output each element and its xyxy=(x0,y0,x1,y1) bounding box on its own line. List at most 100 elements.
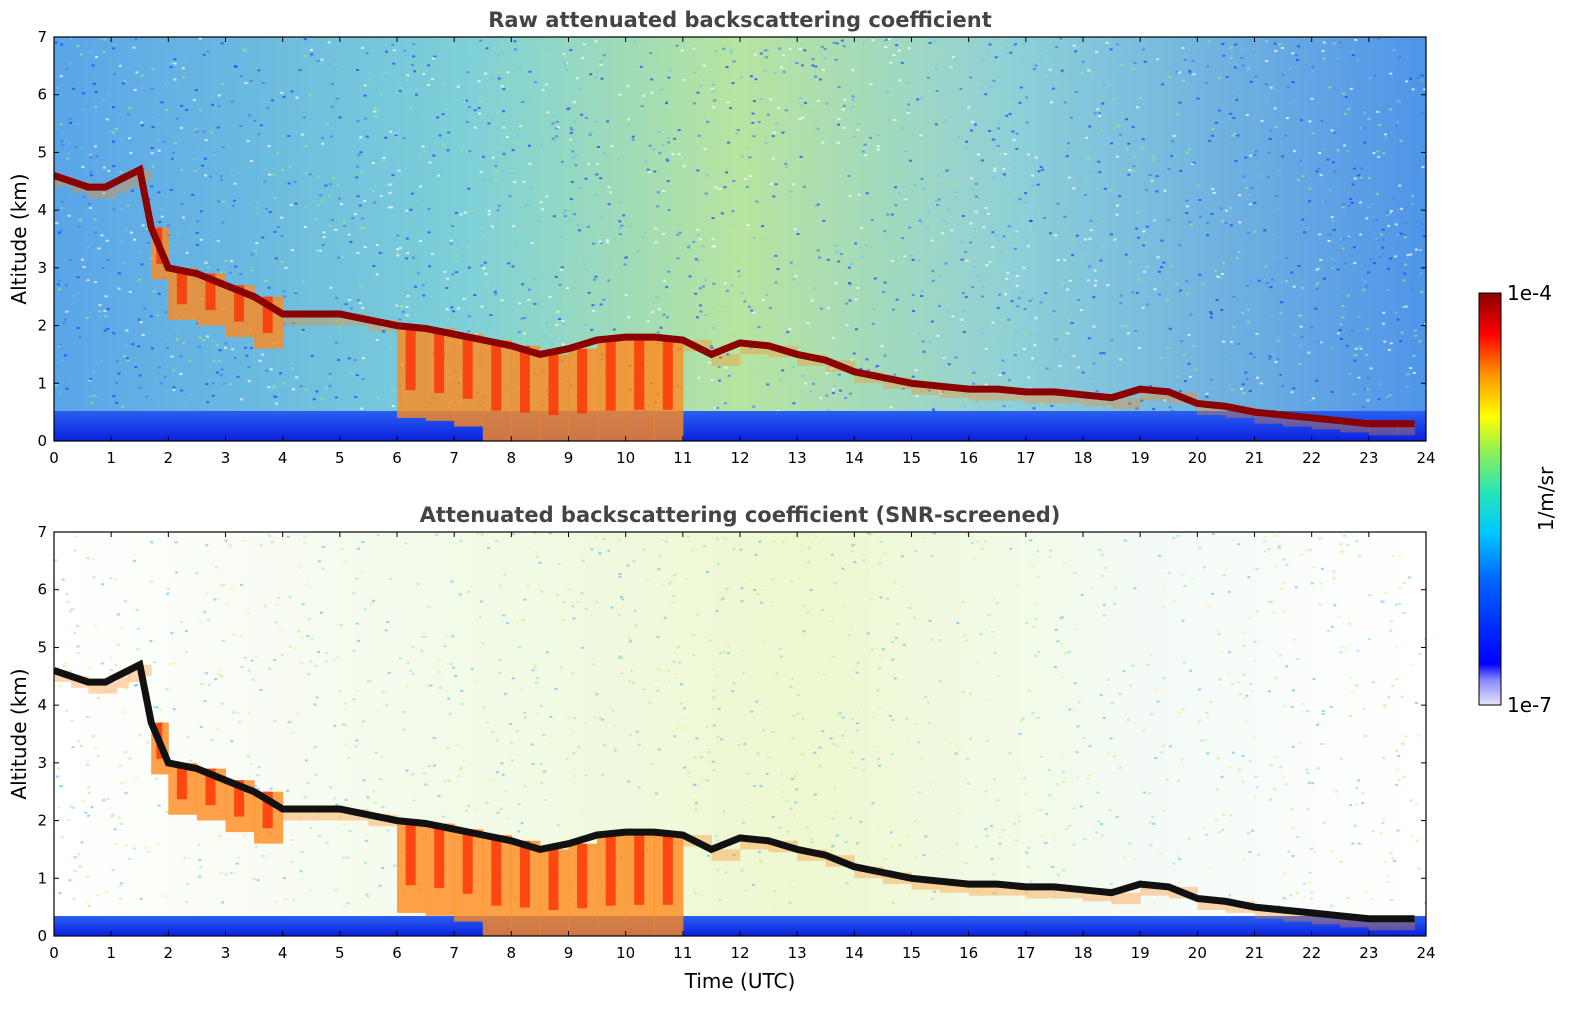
noise-pixel xyxy=(712,724,716,727)
noise-pixel xyxy=(1351,183,1355,186)
noise-pixel xyxy=(1420,74,1424,77)
noise-pixel xyxy=(1131,67,1135,70)
noise-pixel xyxy=(1237,343,1241,345)
noise-pixel xyxy=(1070,322,1074,324)
noise-pixel xyxy=(1231,388,1235,391)
noise-pixel xyxy=(1386,214,1390,217)
noise-pixel xyxy=(204,174,207,177)
noise-pixel xyxy=(89,156,93,159)
noise-pixel xyxy=(668,69,672,72)
noise-pixel xyxy=(72,87,76,90)
noise-pixel xyxy=(609,191,613,194)
noise-pixel xyxy=(746,224,750,226)
noise-pixel xyxy=(450,225,454,228)
noise-pixel xyxy=(204,139,208,142)
noise-pixel xyxy=(395,91,399,94)
noise-pixel xyxy=(207,266,211,269)
noise-pixel xyxy=(829,849,833,852)
noise-pixel xyxy=(1176,534,1180,537)
noise-pixel xyxy=(903,255,907,258)
noise-pixel xyxy=(1160,266,1164,269)
noise-pixel xyxy=(970,129,973,132)
noise-pixel xyxy=(1367,638,1371,641)
noise-pixel xyxy=(980,159,984,162)
noise-pixel xyxy=(387,206,391,209)
noise-pixel xyxy=(599,242,603,245)
noise-pixel xyxy=(157,292,161,295)
noise-pixel xyxy=(224,539,228,542)
noise-pixel xyxy=(748,205,752,208)
noise-pixel xyxy=(450,306,454,309)
noise-pixel xyxy=(898,844,902,847)
noise-pixel xyxy=(1420,291,1424,294)
noise-pixel xyxy=(922,200,926,203)
noise-pixel xyxy=(1331,161,1335,164)
noise-pixel xyxy=(1187,148,1191,151)
noise-pixel xyxy=(132,46,136,49)
noise-pixel xyxy=(1126,154,1130,157)
noise-pixel xyxy=(1167,168,1171,170)
noise-pixel xyxy=(1241,755,1245,758)
noise-pixel xyxy=(662,190,666,192)
noise-pixel xyxy=(618,226,622,229)
noise-pixel xyxy=(1242,392,1246,394)
noise-pixel xyxy=(757,121,761,124)
noise-pixel xyxy=(523,712,526,714)
noise-pixel xyxy=(790,880,794,883)
noise-pixel xyxy=(757,326,761,329)
noise-pixel xyxy=(203,157,207,160)
noise-pixel xyxy=(628,228,631,231)
noise-pixel xyxy=(1357,316,1361,319)
noise-pixel xyxy=(1117,45,1121,48)
noise-pixel xyxy=(225,602,229,605)
noise-pixel xyxy=(958,84,962,87)
noise-pixel xyxy=(678,661,681,664)
noise-pixel xyxy=(1250,186,1254,189)
noise-pixel xyxy=(974,182,978,185)
noise-pixel xyxy=(1099,693,1103,696)
noise-pixel xyxy=(1241,48,1245,51)
noise-pixel xyxy=(954,356,958,359)
noise-pixel xyxy=(128,137,131,140)
noise-pixel xyxy=(763,640,766,642)
noise-pixel xyxy=(599,303,603,306)
noise-pixel xyxy=(893,677,897,680)
noise-pixel xyxy=(1238,768,1242,771)
noise-pixel xyxy=(350,372,354,375)
noise-pixel xyxy=(327,227,331,230)
noise-pixel xyxy=(1010,332,1014,335)
noise-pixel xyxy=(710,346,714,349)
noise-pixel xyxy=(752,100,756,103)
noise-pixel xyxy=(1088,745,1092,748)
noise-pixel xyxy=(1295,54,1299,57)
noise-pixel xyxy=(301,280,305,283)
noise-pixel xyxy=(92,576,96,579)
noise-pixel xyxy=(428,161,432,164)
noise-pixel xyxy=(1036,56,1040,59)
noise-pixel xyxy=(997,239,1001,242)
noise-pixel xyxy=(687,246,691,249)
noise-pixel xyxy=(436,116,440,119)
noise-pixel xyxy=(883,858,887,860)
noise-pixel xyxy=(372,599,376,602)
noise-pixel xyxy=(1387,224,1391,227)
noise-pixel xyxy=(833,812,837,815)
noise-pixel xyxy=(852,352,856,355)
noise-pixel xyxy=(1095,604,1099,606)
noise-pixel xyxy=(931,407,935,410)
noise-pixel xyxy=(546,111,550,114)
noise-pixel xyxy=(1368,594,1372,597)
noise-pixel xyxy=(479,100,483,103)
noise-pixel xyxy=(1168,327,1172,330)
noise-pixel xyxy=(511,149,515,152)
noise-pixel xyxy=(355,577,359,580)
noise-pixel xyxy=(134,363,138,366)
noise-pixel xyxy=(271,173,275,176)
noise-pixel xyxy=(1279,588,1283,591)
noise-pixel xyxy=(477,107,481,109)
noise-pixel xyxy=(363,226,367,229)
noise-pixel xyxy=(382,330,386,333)
noise-pixel xyxy=(372,190,375,193)
noise-pixel xyxy=(1090,71,1094,74)
noise-pixel xyxy=(1402,775,1406,778)
